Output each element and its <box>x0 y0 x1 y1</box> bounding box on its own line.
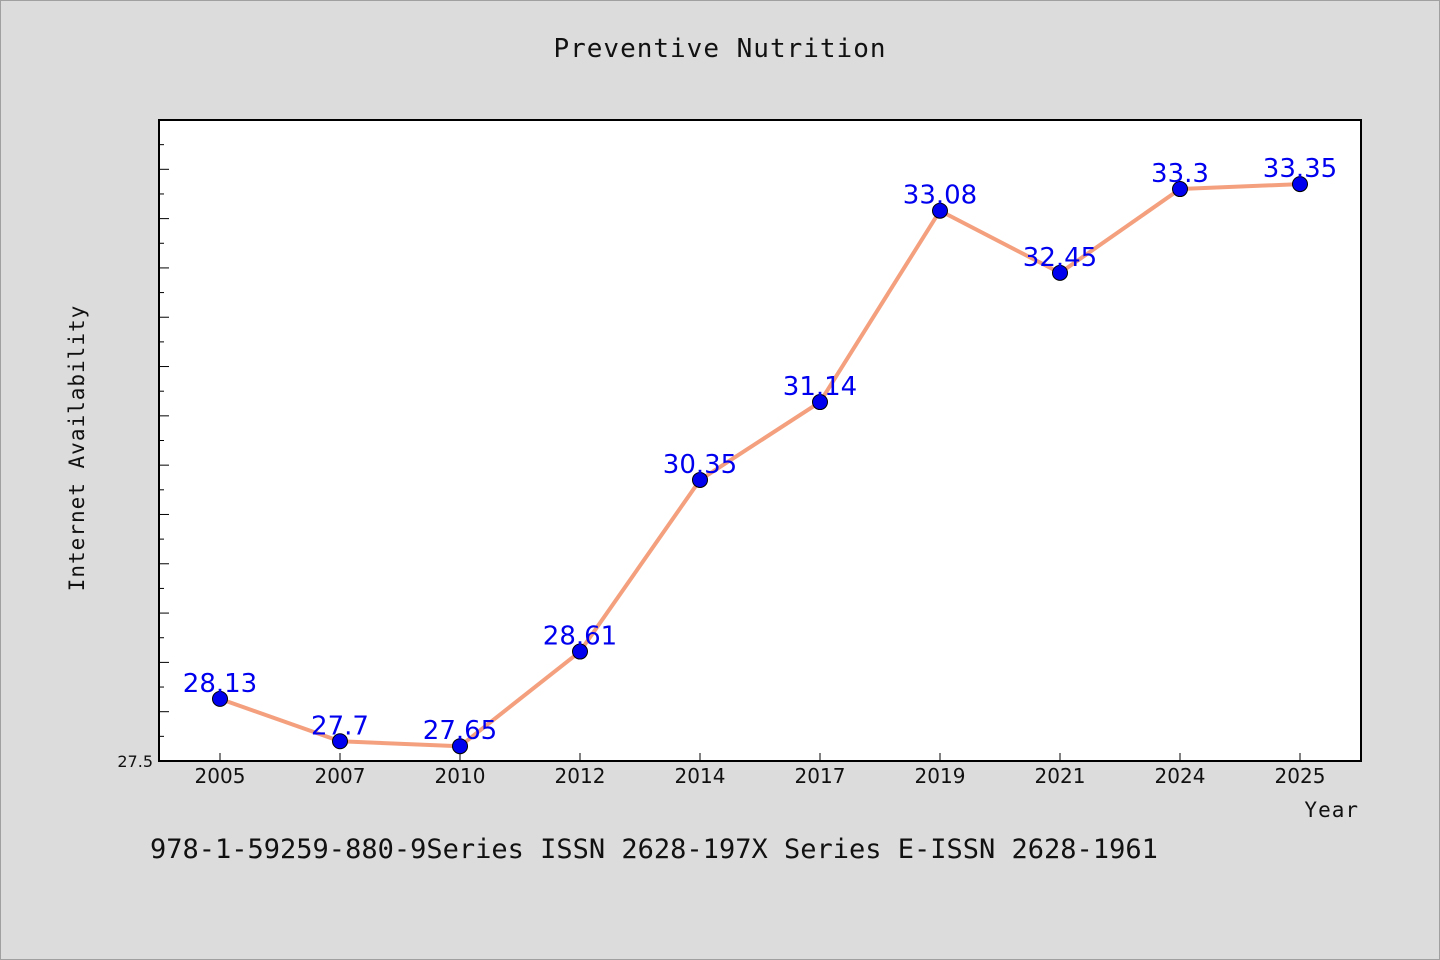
data-label: 31.14 <box>783 372 857 402</box>
y-tick-label: 27.5 <box>117 752 153 771</box>
data-point <box>1172 181 1188 198</box>
data-label: 28.61 <box>543 622 617 652</box>
data-label: 27.7 <box>311 711 369 741</box>
data-point <box>692 471 708 488</box>
y-axis-tick-labels: 27.5 <box>117 752 153 771</box>
x-tick-label: 2021 <box>1035 764 1086 788</box>
data-point <box>812 394 828 411</box>
x-tick-label: 2007 <box>315 764 366 788</box>
series-markers <box>212 176 1308 755</box>
x-tick-label: 2005 <box>195 764 246 788</box>
data-point <box>332 733 348 750</box>
data-point <box>1052 264 1068 281</box>
x-tick-label: 2025 <box>1275 764 1326 788</box>
data-point <box>572 643 588 660</box>
data-label: 33.08 <box>903 181 977 211</box>
data-label: 32.45 <box>1023 243 1097 273</box>
x-tick-label: 2014 <box>675 764 726 788</box>
data-label: 30.35 <box>663 450 737 480</box>
series-line <box>219 182 1301 749</box>
x-axis-label: Year <box>1304 798 1359 822</box>
data-label: 27.65 <box>423 716 497 746</box>
x-tick-label: 2012 <box>555 764 606 788</box>
x-tick-label: 2010 <box>435 764 486 788</box>
y-axis-label: Internet Availability <box>65 305 89 592</box>
data-labels: 28.13 27.7 27.65 28.61 30.35 31.14 33.08 32.45 3… <box>183 154 1337 746</box>
data-label: 28.13 <box>183 669 257 699</box>
data-point <box>932 202 948 219</box>
chart-title: Preventive Nutrition <box>553 34 887 64</box>
data-label: 33.35 <box>1263 154 1337 184</box>
data-point <box>1292 176 1308 193</box>
x-tick-label: 2017 <box>795 764 846 788</box>
x-tick-label: 2024 <box>1155 764 1206 788</box>
x-tick-label: 2019 <box>915 764 966 788</box>
footer-text: 978-1-59259-880-9Series ISSN 2628-197X S… <box>150 834 1158 865</box>
y-axis-ticks <box>159 119 169 762</box>
x-axis-tick-labels: 2005 2007 2010 2012 2014 2017 2019 2021 2024 2025 <box>195 753 1326 788</box>
data-point <box>212 690 228 707</box>
data-label: 33.3 <box>1151 159 1209 189</box>
data-point <box>452 738 468 755</box>
